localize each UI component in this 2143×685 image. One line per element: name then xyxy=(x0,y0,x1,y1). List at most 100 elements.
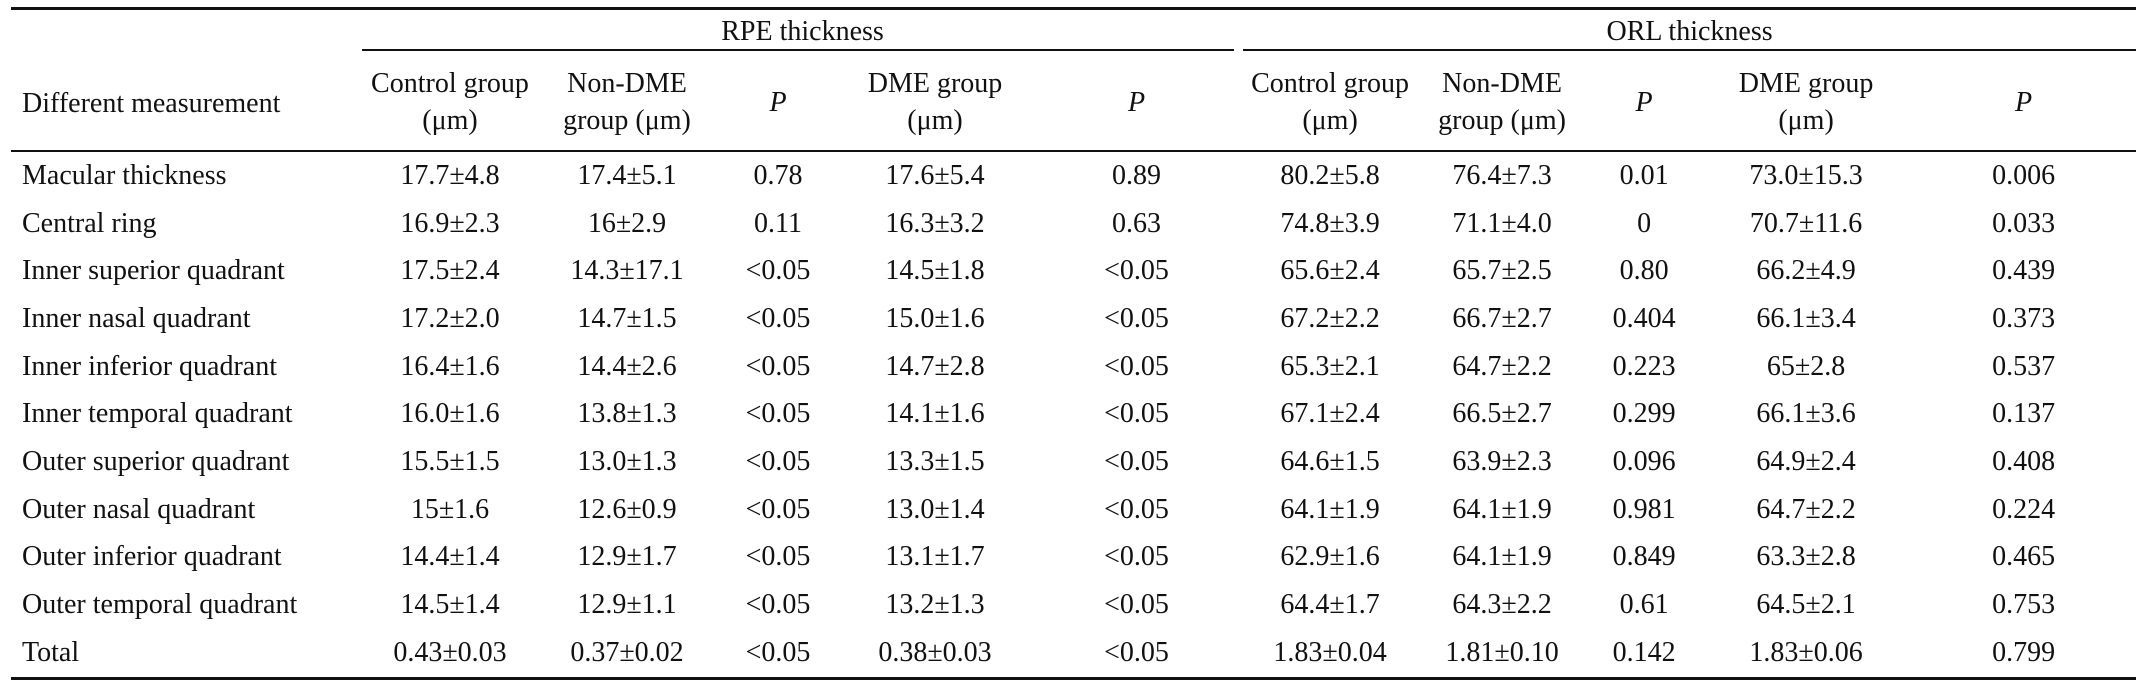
table-cell: 15.0±1.6 xyxy=(885,302,985,334)
table-cell: <0.05 xyxy=(1104,589,1169,621)
rpe-group-underline xyxy=(362,49,1234,51)
table-cell: 0.096 xyxy=(1612,445,1676,477)
table-cell: 0.408 xyxy=(1992,445,2056,477)
table-cell: 0.223 xyxy=(1612,350,1676,382)
header-column-row: Control group (μm) Non-DME group (μm) P DM… xyxy=(11,54,2137,151)
table-cell: 14.4±2.6 xyxy=(577,350,677,382)
table-cell: 0.89 xyxy=(1112,159,1162,191)
table-cell: 64.7±2.2 xyxy=(1452,350,1552,382)
table-cell: 64.1±1.9 xyxy=(1452,493,1552,525)
table-cell: 71.1±4.0 xyxy=(1452,207,1552,239)
table-cell: 65±2.8 xyxy=(1766,350,1846,382)
column-header-line1: Non-DME xyxy=(567,68,687,99)
table-cell: <0.05 xyxy=(1104,541,1169,573)
table-cell: 73.0±15.3 xyxy=(1749,159,1863,191)
table-cell: 66.7±2.7 xyxy=(1452,302,1552,334)
column-header-line1: Control group xyxy=(1251,68,1409,99)
table-cell: 14.5±1.4 xyxy=(400,589,500,621)
column-header-line2: (μm) xyxy=(1778,105,1834,136)
column-header: Non-DME group (μm) xyxy=(538,54,716,151)
table-cell: 70.7±11.6 xyxy=(1749,207,1863,239)
table-cell: 17.4±5.1 xyxy=(577,159,677,191)
row-label: Outer inferior quadrant xyxy=(22,541,282,573)
table-cell: 0.142 xyxy=(1612,636,1676,668)
row-label: Outer superior quadrant xyxy=(22,445,290,477)
table-cell: <0.05 xyxy=(1104,255,1169,287)
row-label: Outer nasal quadrant xyxy=(22,493,256,525)
table-row: Inner nasal quadrant 17.2±2.0 14.7±1.5 <0.0… xyxy=(11,295,2136,343)
table-cell: 0.38±0.03 xyxy=(878,636,992,668)
table-cell: 0.224 xyxy=(1992,493,2056,525)
row-label: Inner nasal quadrant xyxy=(22,302,251,334)
table-row: Inner superior quadrant 17.5±2.4 14.3±17.1… xyxy=(11,247,2136,295)
column-header-p: P xyxy=(1635,86,1653,118)
table-cell: <0.05 xyxy=(1104,636,1169,668)
table-cell: 1.81±0.10 xyxy=(1445,636,1559,668)
table-cell: 64.1±1.9 xyxy=(1280,493,1380,525)
table-cell: 14.7±2.8 xyxy=(885,350,985,382)
thickness-table: Different measurement RPE thickness ORL … xyxy=(11,7,2137,680)
column-header-line1: DME group xyxy=(867,68,1003,99)
table-cell: 1.83±0.06 xyxy=(1749,636,1863,668)
table-cell: <0.05 xyxy=(745,541,811,573)
table-header: Different measurement RPE thickness ORL … xyxy=(11,8,2137,152)
table-body: Macular thickness 17.7±4.8 17.4±5.1 0.78 17.… xyxy=(11,151,2137,679)
table-cell: 76.4±7.3 xyxy=(1452,159,1552,191)
table-cell: <0.05 xyxy=(745,636,811,668)
table-cell: 65.7±2.5 xyxy=(1452,255,1552,287)
table-cell: 16±2.9 xyxy=(587,207,667,239)
row-label: Central ring xyxy=(22,207,157,239)
row-label: Macular thickness xyxy=(22,159,227,191)
table-cell: 0.849 xyxy=(1612,541,1676,573)
orl-group-underline xyxy=(1243,49,2136,51)
table-cell: 0.006 xyxy=(1992,159,2056,191)
table-cell: <0.05 xyxy=(1104,350,1169,382)
column-header-p: P xyxy=(1127,86,1146,118)
table-cell: 16.4±1.6 xyxy=(400,350,500,382)
column-header-line2: group (μm) xyxy=(1438,105,1566,136)
table-cell: 66.1±3.4 xyxy=(1756,302,1856,334)
table-cell: 64.1±1.9 xyxy=(1452,541,1552,573)
table-cell: 66.1±3.6 xyxy=(1756,398,1856,430)
table-row: Total 0.43±0.03 0.37±0.02 <0.05 0.38±0.03 <0.… xyxy=(11,629,2137,679)
table-cell: 1.83±0.04 xyxy=(1273,636,1387,668)
group-header-orl: ORL thickness xyxy=(1606,16,1773,47)
row-label: Outer temporal quadrant xyxy=(22,589,298,621)
table-row: Outer superior quadrant 15.5±1.5 13.0±1.3 <… xyxy=(11,438,2136,486)
row-label: Inner temporal quadrant xyxy=(22,398,293,430)
column-header: DME group (μm) xyxy=(1701,54,1911,151)
table-cell: 0.404 xyxy=(1612,302,1676,334)
table-cell: 0.465 xyxy=(1992,541,2056,573)
table-cell: 0.537 xyxy=(1992,350,2056,382)
table-cell: 17.2±2.0 xyxy=(400,302,500,334)
table-cell: 12.9±1.1 xyxy=(577,589,677,621)
table-row: Outer temporal quadrant 14.5±1.4 12.9±1.1 <… xyxy=(11,581,2136,629)
table-cell: 67.1±2.4 xyxy=(1280,398,1380,430)
table-cell: 17.6±5.4 xyxy=(885,159,985,191)
table-cell: 0.373 xyxy=(1992,302,2056,334)
table-cell: 0.137 xyxy=(1992,398,2056,430)
table-cell: 0.63 xyxy=(1112,207,1162,239)
table-cell: 15±1.6 xyxy=(410,493,490,525)
table-cell: 64.5±2.1 xyxy=(1756,589,1856,621)
column-header-line1: Control group xyxy=(371,68,529,99)
table-cell: 17.7±4.8 xyxy=(400,159,500,191)
table-row: Macular thickness 17.7±4.8 17.4±5.1 0.78 17.… xyxy=(11,151,2136,200)
table-row: Outer nasal quadrant 15±1.6 12.6±0.9 <0.05 1… xyxy=(11,486,2136,534)
table-cell: 13.8±1.3 xyxy=(577,398,677,430)
table-cell: 0 xyxy=(1637,207,1652,239)
row-label: Inner inferior quadrant xyxy=(22,350,277,382)
table-cell: <0.05 xyxy=(745,493,811,525)
table-cell: 74.8±3.9 xyxy=(1280,207,1380,239)
table-cell: 63.9±2.3 xyxy=(1452,445,1552,477)
table-cell: 65.3±2.1 xyxy=(1280,350,1380,382)
column-header-p: P xyxy=(2015,86,2033,118)
column-header: Control group (μm) xyxy=(362,54,538,151)
table-cell: 13.0±1.3 xyxy=(577,445,677,477)
table-cell: 64.6±1.5 xyxy=(1280,445,1380,477)
row-header-label: Different measurement xyxy=(11,8,362,152)
table-cell: 67.2±2.2 xyxy=(1280,302,1380,334)
table-cell: <0.05 xyxy=(745,255,811,287)
table-cell: 0.01 xyxy=(1619,159,1669,191)
